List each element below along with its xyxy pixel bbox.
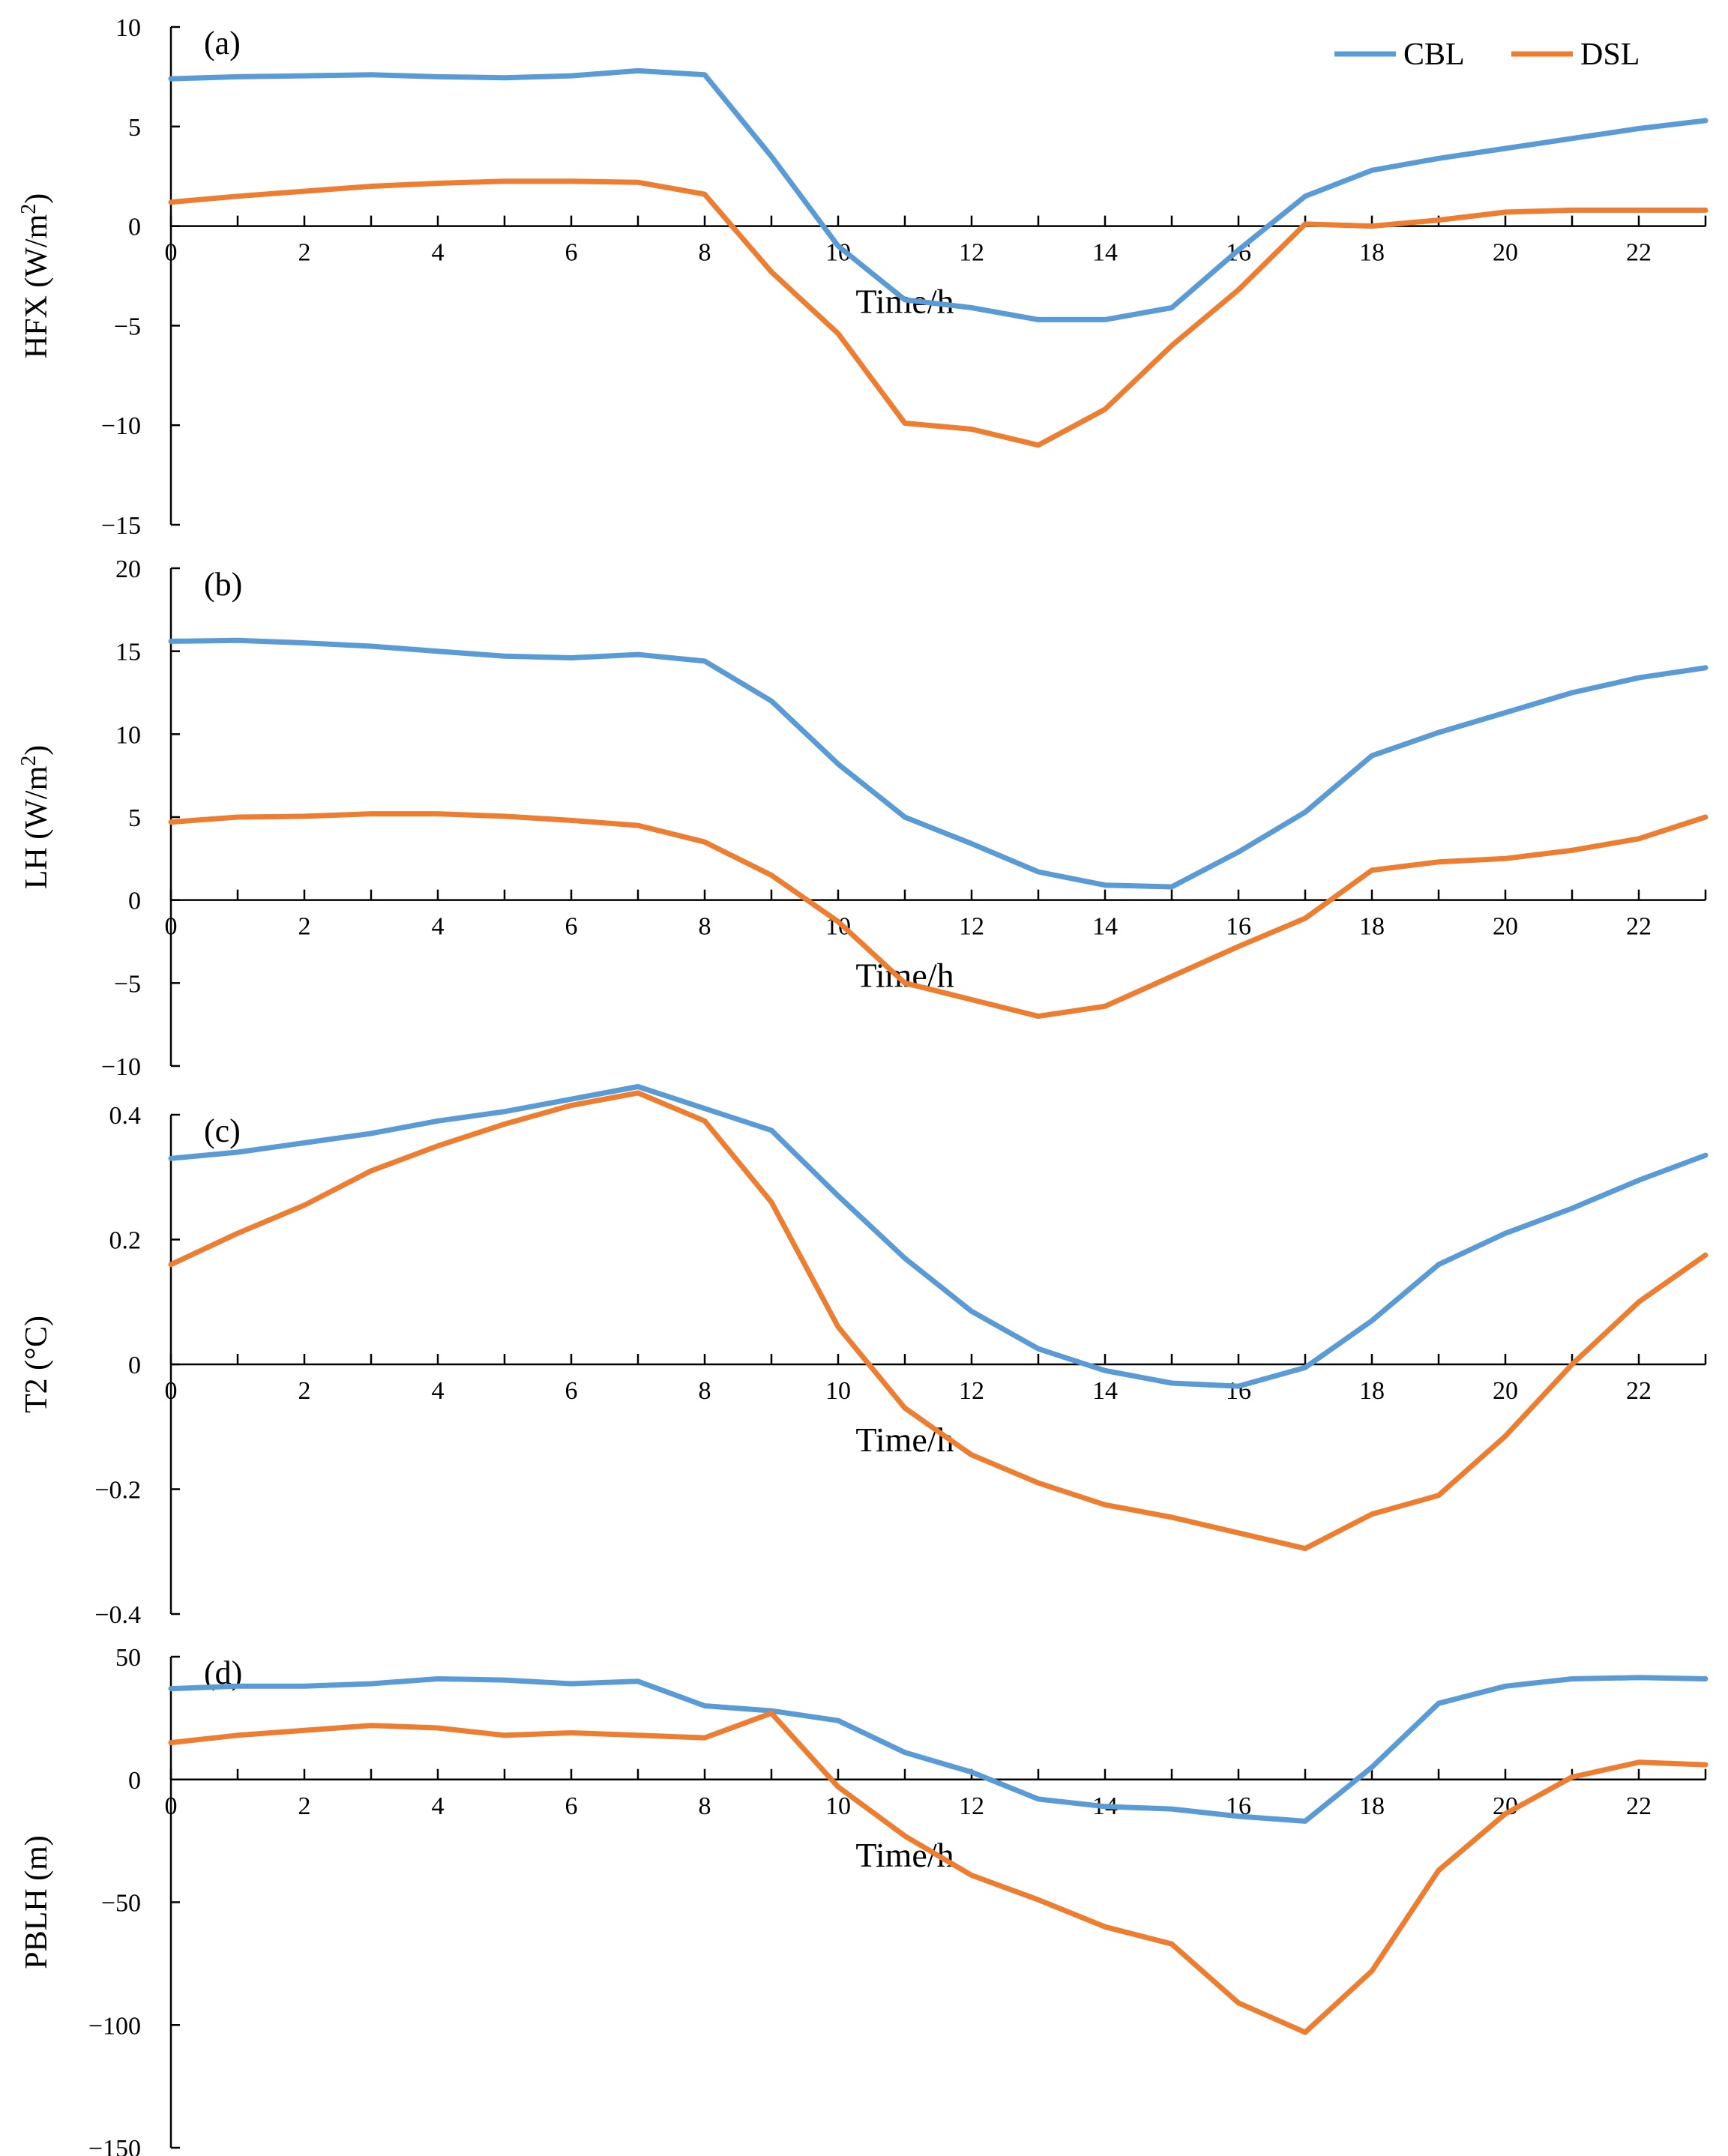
y-tick-label: −15 [101,512,141,540]
x-tick-label: 18 [1359,913,1385,941]
y-tick-label: 0.2 [109,1227,142,1255]
y-tick-label: −50 [101,1890,141,1918]
y-tick-label: 0.4 [109,1102,142,1130]
x-tick-label: 12 [959,1792,984,1820]
x-tick-label: 6 [565,239,578,267]
x-tick-label: 4 [432,239,445,267]
y-tick-label: −0.2 [94,1477,141,1505]
series-line-cbl [168,1084,1709,1389]
x-tick-label: 20 [1493,1377,1518,1405]
series-line-cbl [168,1675,1709,1824]
y-tick-label: −5 [114,970,141,998]
y-tick-label: 5 [128,804,141,832]
x-tick-label: 8 [699,913,711,941]
x-tick-label: 10 [825,1792,851,1820]
x-tick-label: 0 [165,1377,178,1405]
x-tick-label: 0 [165,239,178,267]
x-axis-title: Time/h [855,1421,954,1459]
x-tick-label: 16 [1226,913,1251,941]
legend-dsl-label: DSL [1580,37,1640,72]
x-tick-label: 2 [298,1377,311,1405]
series-line-dsl [168,1090,1709,1552]
y-tick-label: 0 [128,1767,141,1795]
series-line-dsl [168,178,1709,448]
y-tick-label: 0 [128,1352,141,1379]
y-axis-title: HFX (W/m2) [17,193,55,359]
panel-label: (b) [204,566,242,603]
x-tick-label: 18 [1359,239,1385,267]
x-tick-label: 22 [1626,1792,1652,1820]
series-line-cbl [168,637,1709,890]
y-tick-label: 50 [115,1644,141,1672]
panel-label: (c) [204,1112,241,1149]
x-tick-label: 8 [699,1377,711,1405]
x-tick-label: 20 [1493,913,1518,941]
y-tick-label: −10 [101,412,141,440]
x-tick-label: 2 [298,913,311,941]
x-tick-label: 6 [565,913,578,941]
y-axis-title-superscript: 2 [17,204,40,214]
x-tick-label: 4 [432,913,445,941]
x-tick-label: 20 [1493,239,1518,267]
x-tick-label: 6 [565,1792,578,1820]
legend: CBL DSL [1334,37,1640,72]
x-tick-label: 2 [298,239,311,267]
x-tick-label: 14 [1092,1377,1118,1405]
x-tick-label: 14 [1092,913,1118,941]
x-tick-label: 18 [1359,1792,1385,1820]
panel-2: −0.4−0.200.20.40 2 4 6 8 10 12 14 16 18 20 22Time/h… [19,1084,1709,1629]
y-tick-label: −150 [88,2135,141,2156]
x-tick-label: 0 [165,1792,178,1820]
x-tick-label: 22 [1626,239,1652,267]
y-tick-label: 20 [115,555,141,583]
series-line-cbl [168,67,1709,322]
x-tick-label: 6 [565,1377,578,1405]
series-line-dsl [168,811,1709,1020]
y-tick-label: 5 [128,114,141,142]
x-axis-title: Time/h [855,957,954,995]
y-axis-title: LH (W/m2) [17,745,55,889]
y-axis-title: PBLH (m) [19,1835,54,1969]
y-tick-label: −5 [114,313,141,340]
x-tick-label: 12 [959,239,984,267]
y-tick-label: −100 [88,2012,141,2040]
y-tick-label: −10 [101,1053,141,1081]
x-tick-label: 8 [699,239,711,267]
panel-label: (a) [204,25,241,61]
x-tick-label: 14 [1092,239,1118,267]
series-line-dsl [168,1710,1709,2035]
y-tick-label: 0 [128,214,141,241]
x-tick-label: 22 [1626,913,1652,941]
x-tick-label: 10 [825,1377,851,1405]
x-tick-label: 8 [699,1792,711,1820]
y-axis-title: T2 (°C) [19,1316,54,1413]
x-tick-label: 4 [432,1377,445,1405]
y-tick-label: 10 [115,14,141,42]
x-tick-label: 4 [432,1792,445,1820]
x-tick-label: 12 [959,913,984,941]
y-tick-label: 10 [115,721,141,749]
x-tick-label: 0 [165,913,178,941]
y-axis-title-superscript: 2 [17,756,40,766]
y-tick-label: 0 [128,888,141,915]
x-tick-label: 18 [1359,1377,1385,1405]
x-tick-label: 12 [959,1377,984,1405]
y-tick-label: −0.4 [94,1601,141,1629]
x-tick-label: 22 [1626,1377,1652,1405]
y-tick-label: 15 [115,639,141,666]
legend-cbl-label: CBL [1403,37,1465,72]
x-tick-label: 2 [298,1792,311,1820]
